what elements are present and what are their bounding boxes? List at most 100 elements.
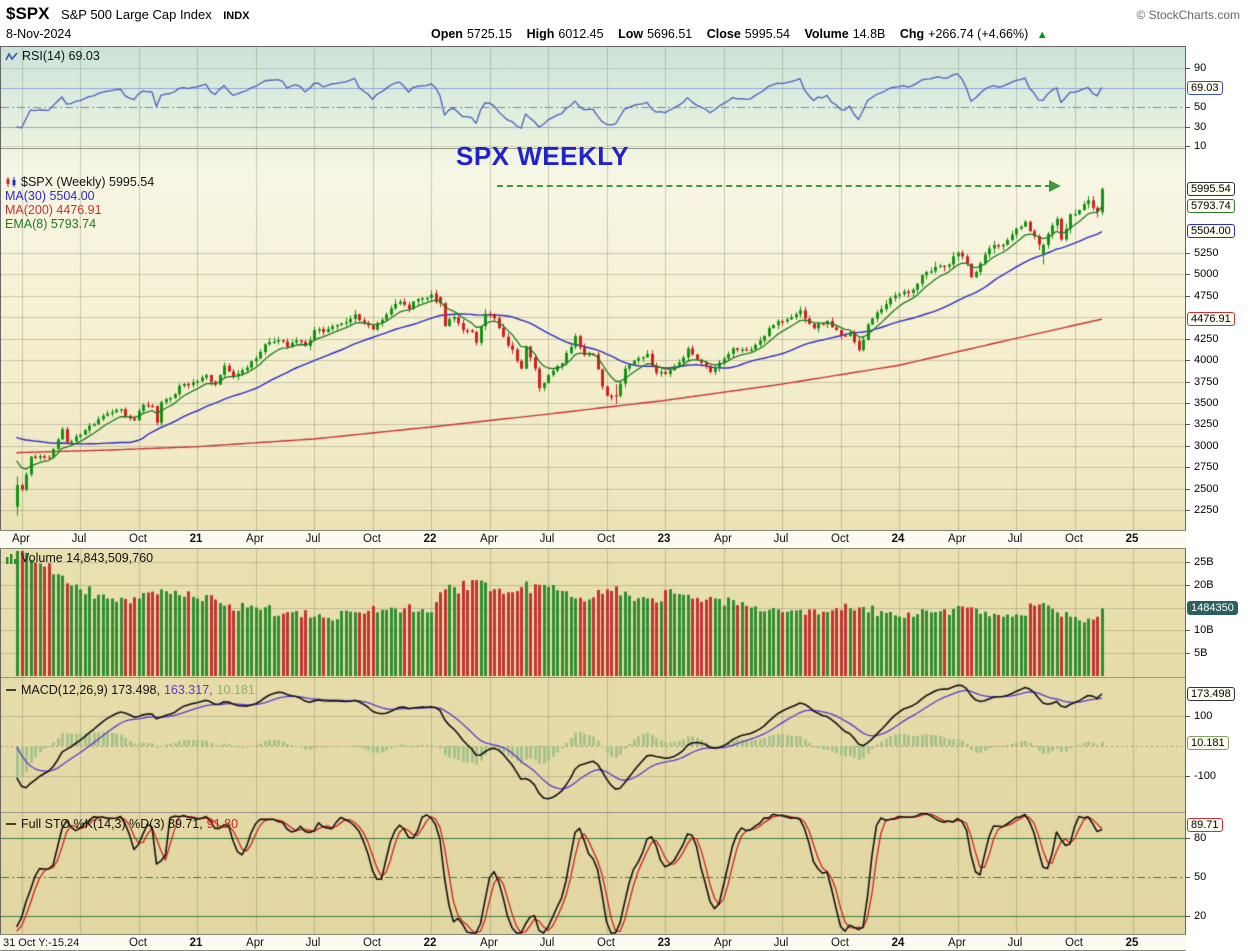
y-axis-label: 2750: [1194, 461, 1219, 473]
y-axis-tick: [1185, 339, 1190, 340]
y-axis-tick: [1185, 562, 1190, 563]
line-indicator-icon: [6, 689, 16, 691]
x-axis-label: Jul: [773, 533, 789, 545]
high-value: 6012.45: [558, 27, 604, 41]
y-axis-label: 5250: [1194, 247, 1219, 259]
ma200-legend-text: MA(200) 4476.91: [5, 203, 102, 217]
close-label: Close: [706, 27, 741, 41]
y-axis-label: 50: [1194, 871, 1207, 883]
y-axis-tick: [1185, 585, 1190, 586]
y-axis-label: 90: [1194, 62, 1207, 74]
y-axis-tick: [1185, 146, 1190, 147]
volume-label: Volume: [804, 27, 849, 41]
macd-hist-legend-text: 10.181: [216, 683, 255, 697]
quote-row: 8-Nov-2024 Open 5725.15 High 6012.45 Low 56…: [6, 27, 1244, 43]
x-axis-bottom: 31 Oct Y:-15.24 Oct 21 Apr Jul Oct 22 Apr Jul Oc…: [0, 934, 1186, 951]
last-value-badge: 4476.91: [1187, 312, 1235, 326]
x-axis-mid: Apr Jul Oct 21 Apr Jul Oct 22 Apr Jul Oct 23 Apr Jul O…: [0, 530, 1186, 549]
y-axis-tick: [1185, 382, 1190, 383]
x-axis-label: 25: [1125, 937, 1139, 949]
ema8-legend: EMA(8) 5793.74: [5, 217, 96, 231]
y-axis-label: 30: [1194, 121, 1207, 133]
x-axis-label: 22: [423, 533, 437, 545]
x-axis-label: Oct: [363, 533, 381, 545]
y-axis-label: 5B: [1194, 647, 1208, 659]
chart-date: 8-Nov-2024: [6, 27, 72, 41]
x-axis-label: Apr: [480, 533, 498, 545]
y-axis-tick: [1185, 403, 1190, 404]
x-axis-label: Oct: [363, 937, 381, 949]
y-axis-label: 2250: [1194, 504, 1219, 516]
x-axis-label: Oct: [831, 533, 849, 545]
x-axis-label: Jul: [305, 937, 321, 949]
footer-date-note: 31 Oct Y:-15.24: [3, 937, 80, 949]
last-value-badge: 173.498: [1187, 687, 1235, 701]
line-indicator-icon: [6, 823, 16, 825]
stockcharts-credit-link[interactable]: © StockCharts.com: [1136, 8, 1240, 22]
x-axis-label: Apr: [246, 937, 264, 949]
y-axis-label: 4250: [1194, 333, 1219, 345]
sto-legend-text: Full STO %K(14,3) %D(3) 89.71,: [21, 817, 203, 831]
trend-arrow-head-icon: [1049, 180, 1061, 192]
x-axis-label: Jul: [539, 533, 555, 545]
chart-title-row: $SPX S&P 500 Large Cap Index INDX: [6, 4, 250, 24]
x-axis-label: Jul: [1007, 937, 1023, 949]
y-axis-label: 25B: [1194, 556, 1214, 568]
macd-legend: MACD(12,26,9) 173.498, 163.317, 10.181: [5, 683, 255, 697]
macd-sto-separator: [0, 812, 1186, 813]
y-axis-tick: [1185, 489, 1190, 490]
y-axis-label: 20B: [1194, 579, 1214, 591]
low-value: 5696.51: [647, 27, 693, 41]
open-value: 5725.15: [466, 27, 513, 41]
x-axis-label: 24: [891, 937, 905, 949]
volume-legend: Volume 14,843,509,760: [5, 551, 153, 565]
ma30-legend: MA(30) 5504.00: [5, 189, 95, 203]
y-axis-label: 3250: [1194, 418, 1219, 430]
y-axis-tick: [1185, 653, 1190, 654]
x-axis-label: Apr: [948, 533, 966, 545]
y-axis-tick: [1185, 776, 1190, 777]
volume-panel-canvas: [1, 549, 1185, 677]
x-axis-label: Apr: [246, 533, 264, 545]
y-axis-label: 10B: [1194, 624, 1214, 636]
index-name: S&P 500 Large Cap Index: [60, 7, 212, 22]
rsi-legend-text: RSI(14) 69.03: [22, 49, 100, 63]
ohlc-quote: Open 5725.15 High 6012.45 Low 5696.51 Close…: [431, 27, 1048, 41]
ma200-legend: MA(200) 4476.91: [5, 203, 102, 217]
y-axis-tick: [1185, 296, 1190, 297]
last-value-badge: 10.181: [1187, 736, 1229, 750]
close-value: 5995.54: [744, 27, 790, 41]
change-value: +266.74 (+4.66%): [928, 27, 1029, 41]
rsi-legend: RSI(14) 69.03: [5, 49, 100, 63]
y-axis-tick: [1185, 716, 1190, 717]
y-axis-tick: [1185, 360, 1190, 361]
y-axis-tick: [1185, 68, 1190, 69]
last-value-badge: 69.03: [1187, 81, 1223, 95]
y-axis-tick: [1185, 877, 1190, 878]
x-axis-label: 23: [657, 533, 671, 545]
last-value-badge: 5504.00: [1187, 224, 1235, 238]
x-axis-label: Apr: [480, 937, 498, 949]
x-axis-label: Apr: [714, 533, 732, 545]
volume-macd-separator: [0, 677, 1186, 678]
y-axis-label: 50: [1194, 101, 1207, 113]
y-axis-tick: [1185, 107, 1190, 108]
last-value-badge: 5995.54: [1187, 182, 1235, 196]
y-axis-tick: [1185, 916, 1190, 917]
price-legend-text: $SPX (Weekly) 5995.54: [21, 175, 155, 189]
x-axis-label: 25: [1125, 533, 1139, 545]
x-axis-label: Oct: [1065, 533, 1083, 545]
x-axis-label: 21: [189, 937, 203, 949]
chart-left-border: [0, 46, 1, 951]
y-axis-label: 2500: [1194, 483, 1219, 495]
y-axis-label: 20: [1194, 910, 1207, 922]
rsi-panel-canvas: [1, 47, 1185, 149]
trend-arrow-line: [497, 185, 1051, 187]
up-arrow-icon: ▲: [1036, 29, 1048, 41]
rsi-price-separator: [0, 148, 1186, 149]
x-axis-label: Jul: [773, 937, 789, 949]
x-axis-label: Oct: [129, 533, 147, 545]
price-panel-canvas: [1, 149, 1185, 531]
ma30-legend-text: MA(30) 5504.00: [5, 189, 95, 203]
